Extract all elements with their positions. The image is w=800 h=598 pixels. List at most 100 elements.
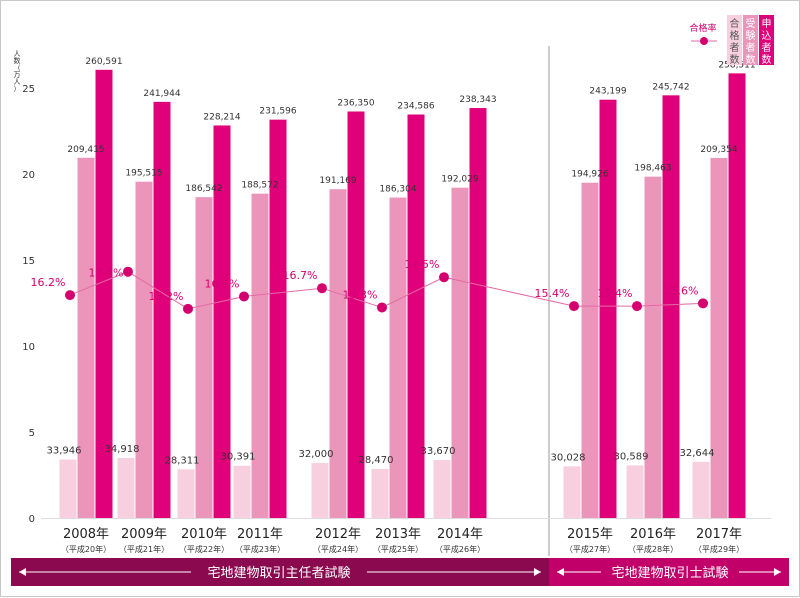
x-tick-year: 2014年	[437, 527, 483, 542]
bar-value-label: 32,644	[680, 448, 715, 459]
legend-examinees-label: 受	[746, 18, 756, 30]
x-tick-era: （平成27年）	[565, 544, 615, 554]
bar-passers	[177, 469, 195, 518]
bar-value-label: 238,343	[459, 95, 496, 105]
legend-applicants-label: 込	[762, 30, 772, 42]
period-label-bg	[191, 563, 367, 581]
x-tick-era: （平成23年）	[235, 544, 285, 554]
y-tick-label: 5	[29, 428, 35, 439]
x-tick-year: 2013年	[375, 527, 421, 542]
pass-rate-point	[65, 290, 75, 301]
y-tick-label: 25	[22, 84, 35, 95]
bar-value-label: 231,596	[259, 107, 296, 117]
bar-value-label: 258,511	[718, 60, 755, 70]
bar-value-label: 192,029	[441, 175, 478, 185]
pass-rate-point	[317, 283, 327, 294]
legend-passers-label: 合	[730, 17, 740, 30]
bar-value-label: 30,589	[614, 451, 649, 462]
legend-examinees-label: 者	[746, 42, 756, 54]
pass-rate-label: 15.6%	[664, 284, 699, 297]
pass-rate-point	[239, 291, 249, 302]
x-tick-era: （平成21年）	[119, 544, 169, 554]
pass-rate-label: 15.3%	[343, 288, 378, 301]
x-tick-era: （平成20年）	[61, 544, 111, 554]
bar-passers	[433, 460, 451, 518]
x-tick-year: 2012年	[315, 527, 361, 542]
pass-rate-label: 17.5%	[405, 258, 440, 271]
bar-value-label: 28,311	[165, 455, 200, 466]
y-unit-label: （	[14, 64, 21, 72]
bar-value-label: 234,586	[397, 102, 434, 112]
bar-value-label: 241,944	[143, 89, 180, 99]
legend-applicants-label: 数	[762, 53, 772, 66]
period-arrow-head	[774, 568, 781, 576]
pass-rate-label: 15.4%	[598, 287, 633, 300]
bar-examinees	[710, 157, 728, 518]
bar-value-label: 186,304	[379, 185, 416, 195]
pass-rate-point	[698, 298, 708, 309]
bar-examinees	[389, 197, 407, 518]
pass-rate-label: 16.2%	[31, 276, 66, 289]
legend-applicants-swatch	[759, 15, 774, 65]
bar-examinees	[251, 193, 269, 518]
y-unit-label: 人	[14, 78, 21, 86]
legend-applicants-label: 申	[762, 17, 772, 30]
bar-value-label: 195,515	[125, 169, 162, 179]
x-tick-era: （平成26年）	[435, 544, 485, 554]
x-tick-era: （平成29年）	[694, 544, 744, 554]
pass-rate-point	[377, 302, 387, 313]
pass-rate-point	[632, 301, 642, 312]
bar-examinees	[451, 187, 469, 518]
pass-rate-label: 15.2%	[149, 290, 184, 303]
legend-examinees-label: 験	[746, 29, 756, 42]
bar-examinees	[644, 176, 662, 518]
bar-applicants	[469, 108, 487, 518]
bar-value-label: 33,946	[47, 446, 82, 457]
pass-rate-label: 17.9%	[89, 267, 124, 280]
y-unit-label: 数	[14, 56, 21, 65]
bar-value-label: 28,470	[359, 455, 394, 466]
bar-value-label: 209,354	[700, 145, 737, 155]
pass-rate-point	[569, 301, 579, 312]
bar-value-label: 33,670	[421, 446, 456, 457]
bar-passers	[59, 459, 77, 518]
x-tick-year: 2010年	[181, 527, 227, 542]
x-tick-year: 2009年	[121, 527, 167, 542]
pass-rate-point	[439, 272, 449, 283]
bar-passers	[692, 461, 710, 518]
x-tick-era: （平成28年）	[628, 544, 678, 554]
y-tick-label: 20	[22, 170, 35, 181]
period-arrow-head	[534, 568, 541, 576]
bar-value-label: 186,542	[185, 184, 222, 194]
y-unit-label: 人	[14, 50, 21, 58]
pass-rate-point	[183, 303, 193, 314]
bar-passers	[371, 469, 389, 518]
legend-rate-marker	[700, 37, 708, 45]
x-tick-year: 2017年	[696, 527, 742, 542]
bar-examinees	[329, 189, 347, 518]
bar-applicants	[407, 114, 425, 518]
legend-applicants-label: 者	[762, 42, 772, 54]
bar-value-label: 34,918	[105, 444, 140, 455]
pass-rate-label: 16.1%	[205, 277, 240, 290]
bar-applicants	[95, 69, 113, 518]
legend-passers-swatch	[727, 15, 742, 65]
x-tick-year: 2011年	[237, 527, 283, 542]
bar-applicants	[269, 119, 287, 518]
x-tick-year: 2016年	[630, 527, 676, 542]
bar-value-label: 198,463	[634, 164, 671, 174]
bar-passers	[117, 457, 135, 518]
legend-examinees-label: 数	[746, 53, 756, 66]
bar-value-label: 191,169	[319, 176, 356, 186]
legend-passers-label: 者	[730, 42, 740, 54]
period-arrow-head	[557, 568, 564, 576]
period-label-bg	[601, 563, 739, 581]
bar-value-label: 245,742	[652, 82, 689, 92]
bar-value-label: 30,391	[221, 452, 256, 463]
pass-rate-label: 15.4%	[535, 287, 570, 300]
bar-applicants	[599, 99, 617, 518]
bar-value-label: 188,572	[241, 181, 278, 191]
bar-value-label: 260,591	[85, 57, 122, 67]
